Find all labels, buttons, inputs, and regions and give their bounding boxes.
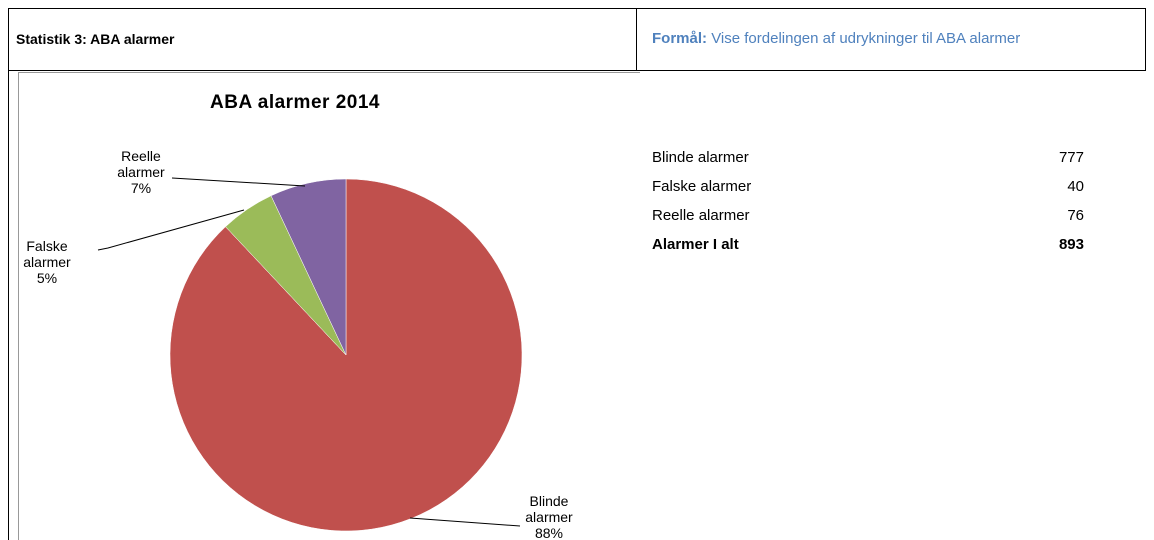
- purpose: Formål: Vise fordelingen af udrykninger …: [652, 30, 1020, 47]
- row-value: 76: [1067, 207, 1084, 224]
- slice-name: Blinde alarmer: [525, 493, 573, 525]
- leader-line: [171, 177, 306, 187]
- row-label: Falske alarmer: [652, 178, 752, 195]
- table-row: Falske alarmer 40: [652, 178, 1084, 195]
- purpose-text: Vise fordelingen af udrykninger til ABA …: [711, 30, 1021, 47]
- slice-name: Falske alarmer: [23, 238, 71, 270]
- leader-line: [409, 517, 521, 527]
- slice-name: Reelle alarmer: [117, 148, 165, 180]
- slice-percent: 7%: [130, 180, 152, 196]
- table-row: Alarmer I alt 893: [652, 236, 1084, 253]
- slice-label: Blinde alarmer 88%: [520, 493, 578, 540]
- row-label: Reelle alarmer: [652, 207, 750, 224]
- slice-percent: 88%: [534, 525, 564, 540]
- row-value: 777: [1058, 149, 1084, 166]
- slice-percent: 5%: [36, 270, 58, 286]
- row-label: Alarmer I alt: [652, 236, 739, 253]
- row-label: Blinde alarmer: [652, 149, 749, 166]
- row-value: 40: [1067, 178, 1084, 195]
- pie-slice: [270, 178, 347, 356]
- slice-label: Falske alarmer 5%: [18, 238, 76, 286]
- row-value: 893: [1058, 236, 1084, 253]
- pie-slice: [169, 178, 523, 532]
- table-row: Blinde alarmer 777: [652, 149, 1084, 166]
- header-border: [8, 8, 1146, 71]
- leader-line: [97, 209, 245, 251]
- purpose-label: Formål:: [652, 30, 708, 47]
- table-row: Reelle alarmer 76: [652, 207, 1084, 224]
- header-title: Statistik 3: ABA alarmer: [16, 31, 175, 47]
- slice-label: Reelle alarmer 7%: [112, 148, 170, 196]
- chart-title: ABA alarmer 2014: [210, 92, 380, 113]
- pie: [169, 178, 523, 532]
